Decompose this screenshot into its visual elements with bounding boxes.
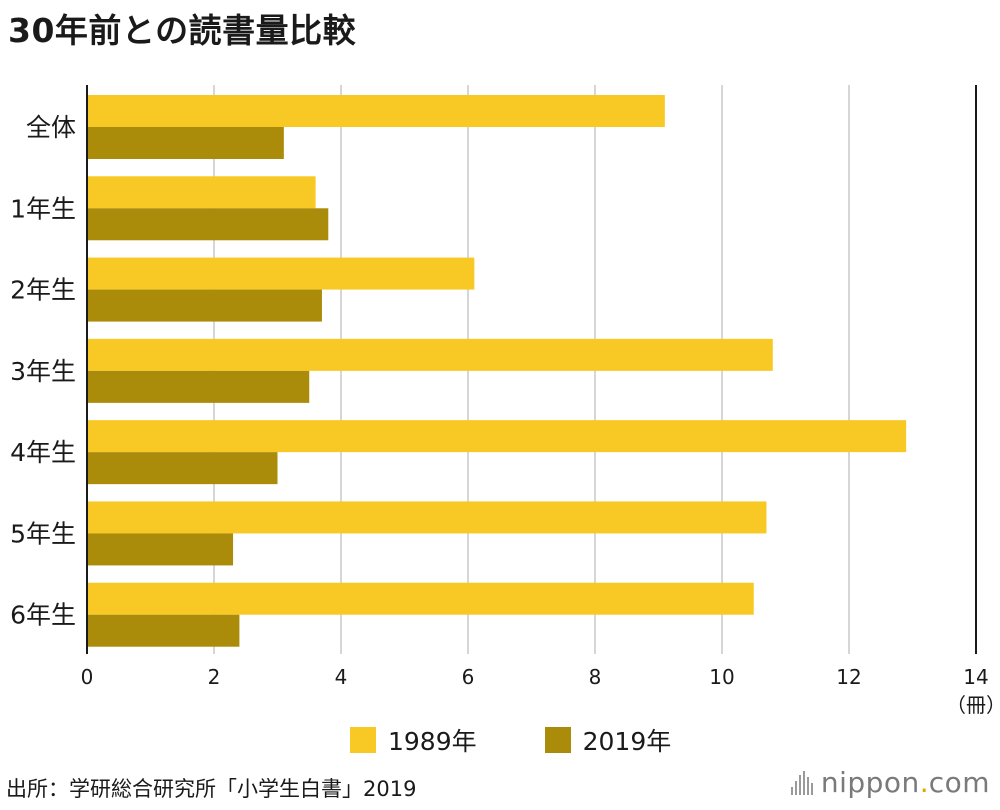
- bar-2019: [87, 533, 234, 566]
- x-tick-label: 12: [836, 665, 861, 689]
- bar-2019: [87, 208, 329, 241]
- bar-1989: [87, 338, 773, 371]
- legend-item-1989: 1989年: [350, 722, 477, 758]
- category-label: 2年生: [10, 276, 76, 305]
- chart-title: 30年前との読書量比較: [8, 11, 357, 50]
- bar-chart: 0 2 4 6 8 10 12 14 （冊） 全体 1年生 2年生 3年生 4年生 5年生 6年生: [10, 85, 1000, 717]
- x-tick-label: 2: [208, 665, 221, 689]
- x-unit-label: （冊）: [946, 693, 1000, 717]
- category-label: 4年生: [10, 438, 76, 467]
- category-label: 全体: [26, 113, 76, 142]
- legend: 1989年 2019年: [350, 722, 671, 758]
- bar-1989: [87, 95, 665, 127]
- brand-dot: .: [919, 766, 929, 799]
- x-tick-label: 14: [963, 665, 988, 689]
- category-label: 3年生: [10, 357, 76, 386]
- x-tick-label: 0: [81, 665, 94, 689]
- bar-2019: [87, 614, 240, 647]
- bar-1989: [87, 501, 767, 534]
- brand-suffix: com: [928, 766, 990, 799]
- x-tick-label: 6: [462, 665, 475, 689]
- category-label: 6年生: [10, 601, 76, 630]
- category-label: 5年生: [10, 519, 76, 548]
- bar-2019: [87, 370, 310, 403]
- bar-2019: [87, 452, 278, 485]
- bar-2019: [87, 127, 284, 159]
- bar-1989: [87, 420, 907, 453]
- x-tick-label: 4: [335, 665, 348, 689]
- bar-2019: [87, 289, 322, 322]
- legend-swatch-2019: [544, 727, 571, 753]
- brand-logo: nippon. com: [790, 766, 990, 799]
- brand-name: nippon: [820, 766, 920, 799]
- bar-1989: [87, 582, 754, 615]
- legend-label-1989: 1989年: [388, 727, 477, 756]
- legend-item-2019: 2019年: [544, 722, 672, 758]
- source-note: 出所：学研総合研究所「小学生白書」2019: [6, 777, 417, 801]
- x-tick-label: 8: [589, 665, 602, 689]
- category-label: 1年生: [10, 194, 76, 223]
- legend-label-2019: 2019年: [582, 727, 672, 756]
- legend-swatch-1989: [350, 727, 376, 753]
- bar-1989: [87, 176, 316, 209]
- x-tick-label: 10: [709, 665, 734, 689]
- bar-1989: [87, 257, 475, 290]
- nippon-waveform-icon: [790, 770, 813, 795]
